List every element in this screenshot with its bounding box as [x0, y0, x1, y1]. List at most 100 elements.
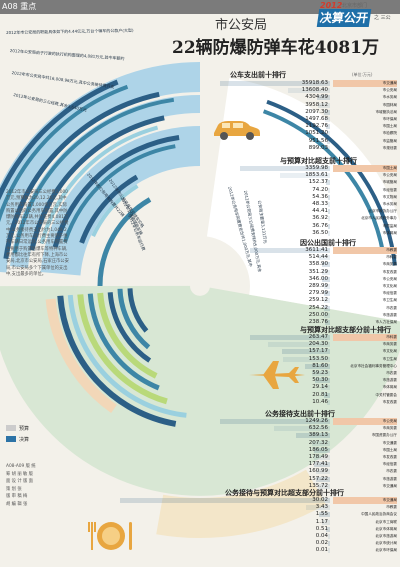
ranking-bar — [324, 305, 330, 311]
ranking-value: 1853.61 — [305, 172, 328, 179]
bar-arc — [39, 125, 159, 245]
ranking-value: 50.30 — [312, 377, 328, 384]
bar-arc — [87, 293, 160, 391]
ranking-value: 157.22 — [308, 475, 328, 482]
ranking-bar — [317, 102, 330, 108]
ranking-org-label: 市水务局 — [382, 95, 397, 100]
ranking-value: 899.03 — [308, 144, 328, 151]
ranking-value: 48.33 — [312, 201, 328, 207]
ranking-org-label: 市体育局 — [382, 385, 397, 390]
ranking-org-label: 市环保局 — [382, 117, 397, 121]
bar-arc — [97, 197, 152, 287]
ranking-bar — [288, 88, 330, 94]
credit-line: 筹 胡 丽 敏 版 — [6, 471, 33, 477]
ranking-org-label: 市卫生局 — [382, 356, 397, 361]
ranking-bar — [306, 505, 330, 511]
ranking-value: 35918.63 — [301, 80, 328, 86]
ranking-bar — [328, 223, 330, 229]
ranking-row: 177.41 — [309, 461, 330, 468]
ranking-value: 1497.68 — [305, 116, 328, 122]
legend-actual-label: 决算 — [19, 437, 30, 443]
ranking-value: 3.43 — [315, 504, 328, 511]
ranking-org-label: 北京市人民政府外事办 — [361, 216, 397, 221]
ranking-bar — [324, 320, 330, 325]
ranking-bar — [327, 145, 330, 151]
bar-arc — [127, 288, 149, 333]
bar-arc — [77, 294, 168, 405]
ranking-bar — [316, 476, 330, 482]
ranking-bar — [328, 541, 330, 547]
ranking-bar — [325, 117, 330, 122]
ranking-bar — [326, 399, 330, 405]
ranking-value: 1.55 — [315, 511, 328, 518]
ranking-value: 2097.30 — [305, 108, 328, 115]
ranking-value: 59.23 — [312, 370, 328, 376]
ranking-org-label: 北京市旅游局 — [375, 534, 397, 538]
bar-arc — [62, 144, 176, 243]
ranking-org-label: 北京市环保局 — [375, 548, 397, 553]
ranking-row: 13608.40 — [288, 87, 330, 94]
ranking-value: 358.90 — [308, 261, 328, 268]
ranking-org-label: 市交通局 — [333, 497, 397, 504]
tableware-icon — [88, 522, 132, 550]
ranking-org-label: 市卫生局 — [382, 298, 397, 303]
ranking-org-label: 市公安局 — [382, 88, 397, 93]
ranking-row: 3.43 — [306, 504, 330, 511]
ranking-bar — [325, 180, 330, 186]
ranking-org-label: 市发改委 — [382, 399, 397, 404]
ranking-value: 263.47 — [308, 334, 328, 340]
bar-arc — [0, 84, 129, 223]
ranking-org-label: 市国资委办公厅 — [371, 433, 397, 438]
ranking-org-label: 市国土局 — [382, 447, 397, 452]
ranking-row: 1.55 — [315, 511, 330, 518]
ranking-row: 20.81 — [312, 392, 330, 399]
headline: 22辆防爆防弹车花4081万 — [172, 38, 379, 58]
ranking-bar — [326, 131, 330, 137]
band-arc-blue-outer — [0, 62, 201, 273]
ranking-row: 30.02 — [120, 497, 330, 504]
ranking-org-label: 市公安局 — [333, 418, 397, 425]
legend-budget-label: 预算 — [19, 426, 30, 432]
brand-year: 2012 — [320, 1, 343, 10]
ranking-bar — [323, 291, 330, 297]
ranking-row: 3958.12 — [305, 102, 330, 109]
ranking-org-label: 市国土局 — [382, 124, 397, 129]
ranking-value: 1192.76 — [305, 123, 328, 130]
ranking-row: 153.50 — [283, 356, 330, 363]
credit-line: 胡 编 辑 张 — [6, 501, 28, 507]
ranking-value: 153.50 — [308, 355, 328, 362]
ranking-value: 10.46 — [312, 398, 328, 405]
ranking-bar — [328, 216, 330, 222]
bar-arc — [67, 294, 187, 418]
ranking-bar — [321, 519, 330, 525]
ranking-value: 0.04 — [315, 533, 328, 539]
bar-arc — [0, 79, 119, 201]
ranking-bar — [314, 455, 330, 460]
ranking-value: 1249.26 — [305, 418, 328, 424]
bar-arc — [12, 97, 175, 254]
ranking-row: 157.17 — [282, 348, 330, 355]
ranking-org-label: 北京市体育局 — [375, 526, 397, 531]
car-icon — [214, 121, 260, 140]
brand-main: 决算公开 — [316, 9, 372, 27]
ranking-value: 279.99 — [308, 290, 328, 297]
ranking-org-label: 市监管局 — [382, 138, 397, 143]
ranking-row: 3359.98 — [240, 165, 330, 172]
ranking-org-label: 市发改委 — [382, 455, 397, 459]
ranking-bar — [312, 371, 330, 376]
ranking-org-label: 市体育局 — [382, 230, 397, 235]
ranking-row: 157.22 — [309, 476, 330, 483]
accent-arc — [45, 298, 117, 413]
ranking-org-label: 市商务委 — [382, 426, 397, 431]
ranking-bar — [321, 385, 330, 391]
ranking-bar — [283, 356, 330, 362]
bar-arc — [97, 292, 158, 379]
ranking-bar — [220, 81, 330, 86]
ranking-row: 389.13 — [295, 432, 330, 439]
credit-line: 版 审 稿 梅 — [6, 494, 28, 499]
ranking-row: 514.44 — [309, 254, 330, 261]
ranking-row: 1249.26 — [220, 418, 330, 425]
ranking-value: 152.37 — [308, 179, 328, 186]
ranking-value: 157.17 — [308, 348, 328, 355]
